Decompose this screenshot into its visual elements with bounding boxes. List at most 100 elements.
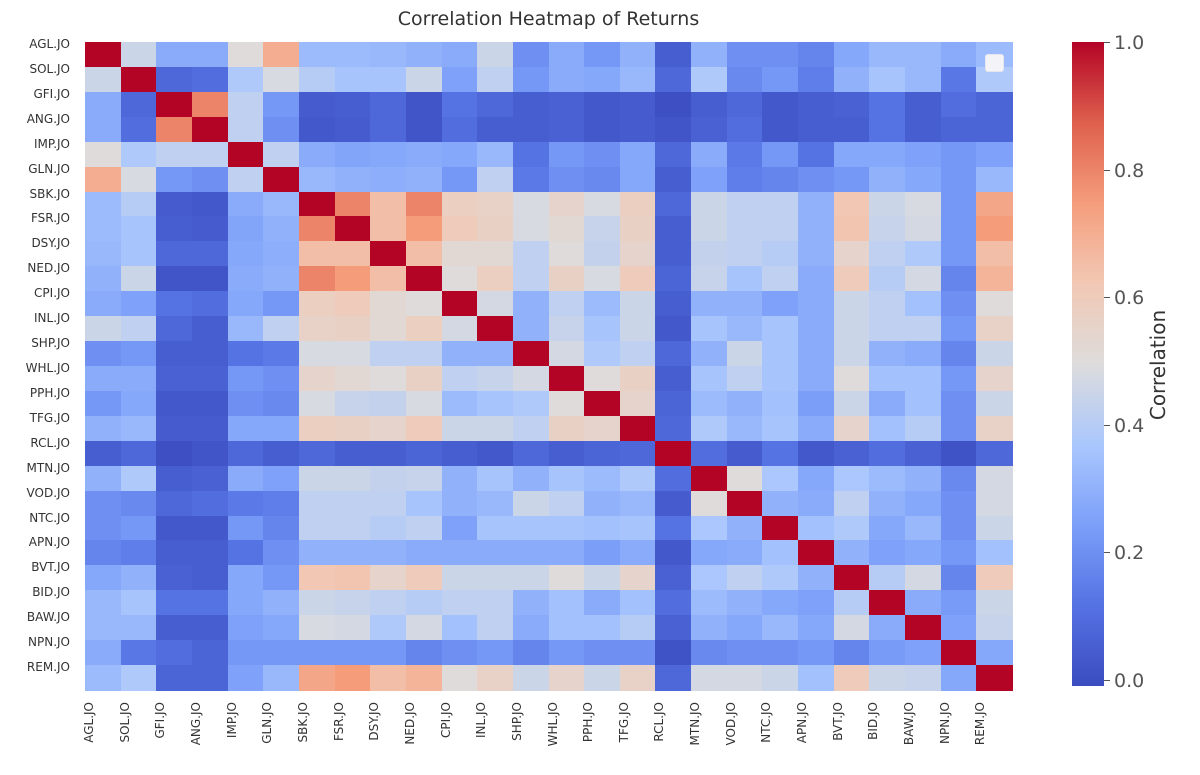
heatmap-cell bbox=[940, 665, 977, 691]
heatmap-cell bbox=[405, 291, 443, 317]
heatmap-cell bbox=[156, 91, 193, 118]
y-tick-label: MTN.JO bbox=[26, 460, 70, 475]
heatmap-cell bbox=[762, 141, 799, 168]
heatmap-cell bbox=[726, 515, 764, 542]
heatmap-cell bbox=[905, 615, 942, 641]
heatmap-cell bbox=[120, 590, 157, 616]
heatmap-cell bbox=[905, 66, 942, 93]
heatmap-cell bbox=[85, 415, 122, 442]
heatmap-cell bbox=[477, 366, 514, 392]
heatmap-cell bbox=[477, 66, 514, 93]
heatmap-cell bbox=[191, 540, 229, 566]
heatmap-cell bbox=[655, 116, 692, 143]
heatmap-cell bbox=[584, 415, 621, 442]
heatmap-cell bbox=[120, 266, 157, 292]
heatmap-cell bbox=[441, 490, 478, 517]
heatmap-cell bbox=[584, 440, 621, 467]
x-tick-label: ANG.JO bbox=[188, 702, 203, 746]
heatmap-cell bbox=[120, 665, 157, 691]
heatmap-cell bbox=[798, 191, 835, 218]
heatmap-cell bbox=[655, 42, 692, 68]
heatmap-cell bbox=[619, 515, 657, 542]
heatmap-cell bbox=[976, 241, 1013, 267]
heatmap-cell bbox=[191, 590, 229, 616]
heatmap-cell bbox=[191, 415, 229, 442]
heatmap-cell bbox=[334, 141, 371, 168]
heatmap-cell bbox=[227, 465, 264, 492]
heatmap-cell bbox=[120, 191, 157, 218]
heatmap-cell bbox=[477, 490, 514, 517]
heatmap-cell bbox=[619, 266, 657, 292]
heatmap-cell bbox=[940, 390, 977, 417]
y-tick-label: NPN.JO bbox=[28, 635, 70, 650]
heatmap-cell bbox=[940, 141, 977, 168]
heatmap-cell bbox=[334, 565, 371, 591]
heatmap-cell bbox=[477, 316, 514, 342]
heatmap-cell bbox=[512, 266, 550, 292]
heatmap-cell bbox=[940, 590, 977, 616]
heatmap-cell bbox=[156, 42, 193, 68]
heatmap-cell bbox=[655, 316, 692, 342]
heatmap-cell bbox=[869, 465, 906, 492]
heatmap-cell bbox=[156, 291, 193, 317]
heatmap-cell bbox=[512, 590, 550, 616]
heatmap-cell bbox=[655, 390, 692, 417]
heatmap-cell bbox=[405, 440, 443, 467]
heatmap-cell bbox=[441, 266, 478, 292]
x-tick-label: GFI.JO bbox=[153, 702, 168, 739]
heatmap-cell bbox=[298, 166, 336, 193]
heatmap-cell bbox=[619, 665, 657, 691]
heatmap-cell bbox=[655, 291, 692, 317]
heatmap-cell bbox=[227, 515, 264, 542]
heatmap-cell bbox=[120, 415, 157, 442]
heatmap-cell bbox=[548, 390, 585, 417]
heatmap-cell bbox=[976, 415, 1013, 442]
heatmap-cell bbox=[441, 590, 478, 616]
heatmap-cell bbox=[263, 390, 300, 417]
y-tick-label: WHL.JO bbox=[25, 361, 70, 375]
heatmap-cell bbox=[191, 166, 229, 193]
heatmap-cell bbox=[405, 640, 443, 666]
heatmap-cell bbox=[762, 166, 799, 193]
heatmap-cell bbox=[191, 366, 229, 392]
heatmap-cell bbox=[441, 241, 478, 267]
heatmap-cell bbox=[191, 565, 229, 591]
heatmap-cell bbox=[263, 515, 300, 542]
y-tick-label: SHP.JO bbox=[31, 336, 70, 351]
heatmap-cell bbox=[512, 565, 550, 591]
heatmap-cell bbox=[85, 91, 122, 118]
heatmap-cell bbox=[227, 490, 264, 517]
heatmap-cell bbox=[298, 515, 336, 542]
heatmap-cell bbox=[548, 291, 585, 317]
heatmap-cell bbox=[227, 665, 264, 691]
y-tick-label: VOD.JO bbox=[26, 485, 70, 500]
heatmap-cell bbox=[263, 166, 300, 193]
heatmap-cell bbox=[762, 291, 799, 317]
heatmap-cell bbox=[263, 490, 300, 517]
heatmap-cell bbox=[619, 615, 657, 641]
heatmap-cell bbox=[120, 540, 157, 566]
heatmap-cell bbox=[584, 341, 621, 367]
heatmap-cell bbox=[691, 116, 728, 143]
heatmap-cell bbox=[512, 341, 550, 367]
heatmap-cell bbox=[726, 640, 764, 666]
heatmap-cell bbox=[334, 241, 371, 267]
heatmap-cell bbox=[762, 216, 799, 242]
heatmap-cell bbox=[798, 415, 835, 442]
heatmap-cell bbox=[726, 665, 764, 691]
heatmap-cell bbox=[584, 291, 621, 317]
heatmap-cell bbox=[405, 415, 443, 442]
heatmap-cell bbox=[548, 91, 585, 118]
heatmap-cell bbox=[370, 91, 407, 118]
heatmap-cell bbox=[405, 390, 443, 417]
heatmap-cell bbox=[655, 640, 692, 666]
heatmap-cell bbox=[334, 640, 371, 666]
heatmap-cell bbox=[441, 42, 478, 68]
heatmap-cell bbox=[405, 615, 443, 641]
heatmap-cell bbox=[227, 191, 264, 218]
heatmap-cell bbox=[905, 291, 942, 317]
heatmap-cell bbox=[762, 490, 799, 517]
heatmap-cell bbox=[762, 42, 799, 68]
heatmap-cell bbox=[191, 390, 229, 417]
heatmap-cell bbox=[191, 116, 229, 143]
